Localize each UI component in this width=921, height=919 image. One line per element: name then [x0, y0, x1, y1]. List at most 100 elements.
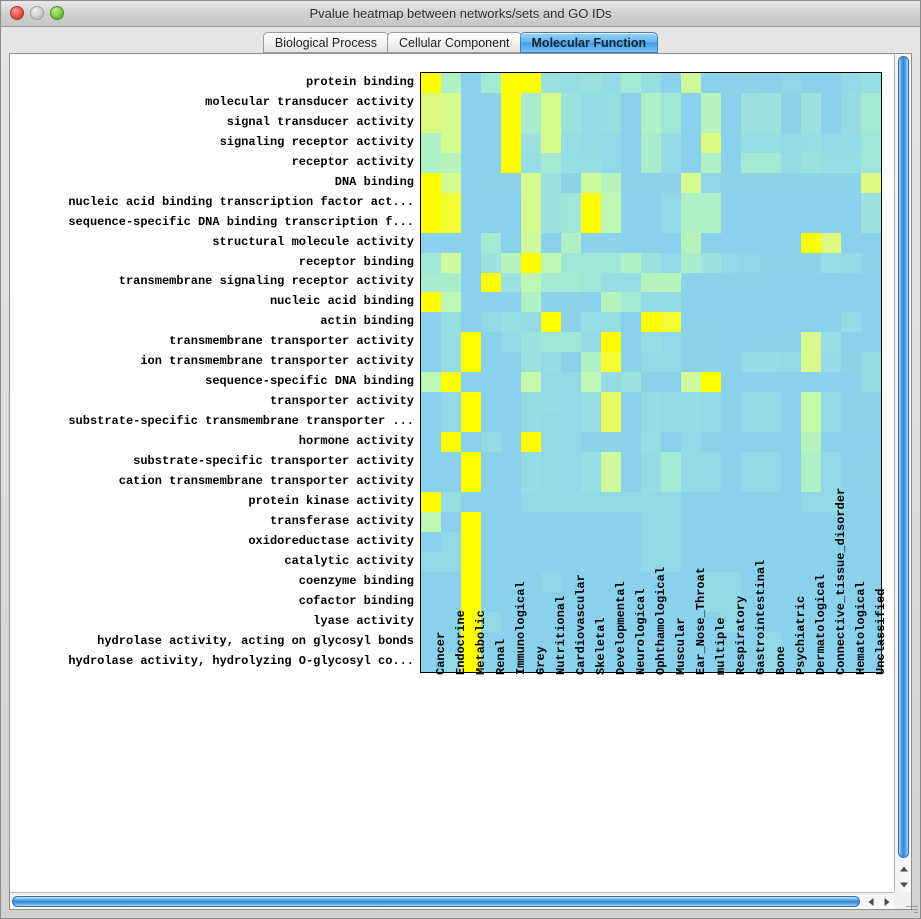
heatmap-cell[interactable] — [661, 432, 681, 453]
heatmap-cell[interactable] — [461, 392, 481, 413]
heatmap-cell[interactable] — [821, 372, 841, 393]
heatmap-cell[interactable] — [721, 112, 741, 134]
heatmap-cell[interactable] — [821, 571, 841, 593]
heatmap-cell[interactable] — [421, 432, 441, 453]
heatmap-cell[interactable] — [581, 511, 601, 533]
heatmap-cell[interactable] — [541, 172, 561, 194]
heatmap-cell[interactable] — [481, 73, 501, 94]
heatmap-cell[interactable] — [781, 511, 801, 533]
heatmap-cell[interactable] — [601, 491, 621, 513]
heatmap-cell[interactable] — [641, 292, 661, 313]
heatmap-cell[interactable] — [741, 312, 761, 333]
heatmap-cell[interactable] — [421, 611, 441, 633]
heatmap-cell[interactable] — [461, 132, 481, 154]
heatmap-cell[interactable] — [861, 292, 881, 313]
heatmap-cell[interactable] — [641, 272, 661, 294]
heatmap-cell[interactable] — [701, 432, 721, 453]
heatmap-cell[interactable] — [461, 212, 481, 234]
heatmap-cell[interactable] — [601, 591, 621, 613]
tab-cellular-component[interactable]: Cellular Component — [387, 32, 522, 53]
heatmap-cell[interactable] — [821, 332, 841, 353]
heatmap-cell[interactable] — [821, 531, 841, 553]
heatmap-cell[interactable] — [561, 332, 581, 353]
heatmap-cell[interactable] — [421, 132, 441, 154]
heatmap-cell[interactable] — [621, 232, 641, 254]
heatmap-cell[interactable] — [741, 352, 761, 373]
scroll-left-arrow-icon[interactable] — [863, 894, 878, 909]
heatmap-cell[interactable] — [601, 392, 621, 413]
heatmap-cell[interactable] — [721, 551, 741, 573]
heatmap-cell[interactable] — [621, 452, 641, 473]
heatmap-cell[interactable] — [841, 591, 861, 613]
heatmap-cell[interactable] — [861, 392, 881, 413]
heatmap-cell[interactable] — [681, 272, 701, 294]
heatmap-cell[interactable] — [481, 272, 501, 294]
heatmap-cell[interactable] — [481, 472, 501, 493]
heatmap-cell[interactable] — [521, 192, 541, 214]
heatmap-cell[interactable] — [701, 312, 721, 333]
heatmap-cell[interactable] — [661, 252, 681, 274]
heatmap-cell[interactable] — [801, 192, 821, 214]
heatmap-cell[interactable] — [461, 73, 481, 94]
heatmap-cell[interactable] — [681, 551, 701, 573]
heatmap-cell[interactable] — [581, 412, 601, 433]
heatmap-cell[interactable] — [821, 152, 841, 174]
heatmap-cell[interactable] — [561, 272, 581, 294]
heatmap-cell[interactable] — [481, 651, 501, 673]
heatmap-cell[interactable] — [621, 392, 641, 413]
heatmap-cell[interactable] — [561, 352, 581, 373]
heatmap-cell[interactable] — [721, 591, 741, 613]
heatmap-cell[interactable] — [761, 172, 781, 194]
heatmap-cell[interactable] — [561, 611, 581, 633]
heatmap-cell[interactable] — [801, 531, 821, 553]
heatmap-cell[interactable] — [581, 312, 601, 333]
heatmap-cell[interactable] — [601, 232, 621, 254]
heatmap-cell[interactable] — [481, 352, 501, 373]
heatmap-cell[interactable] — [641, 152, 661, 174]
heatmap-cell[interactable] — [861, 412, 881, 433]
heatmap-cell[interactable] — [721, 132, 741, 154]
heatmap-cell[interactable] — [621, 551, 641, 573]
heatmap-cell[interactable] — [441, 452, 461, 473]
heatmap-cell[interactable] — [781, 412, 801, 433]
heatmap-cell[interactable] — [661, 631, 681, 653]
heatmap-cell[interactable] — [801, 472, 821, 493]
heatmap-cell[interactable] — [661, 212, 681, 234]
heatmap-cell[interactable] — [701, 531, 721, 553]
heatmap-cell[interactable] — [521, 132, 541, 154]
resize-grip[interactable] — [905, 903, 918, 916]
heatmap-cell[interactable] — [661, 352, 681, 373]
heatmap-cell[interactable] — [861, 352, 881, 373]
heatmap-cell[interactable] — [501, 132, 521, 154]
heatmap-cell[interactable] — [521, 372, 541, 393]
heatmap-cell[interactable] — [701, 491, 721, 513]
heatmap-cell[interactable] — [541, 352, 561, 373]
heatmap-cell[interactable] — [501, 152, 521, 174]
heatmap-cell[interactable] — [701, 73, 721, 94]
heatmap-cell[interactable] — [761, 472, 781, 493]
heatmap-cell[interactable] — [521, 232, 541, 254]
heatmap-cell[interactable] — [561, 212, 581, 234]
heatmap-cell[interactable] — [821, 551, 841, 573]
heatmap-cell[interactable] — [861, 651, 881, 673]
heatmap-cell[interactable] — [761, 73, 781, 94]
heatmap-cell[interactable] — [441, 73, 461, 94]
heatmap-cell[interactable] — [441, 212, 461, 234]
heatmap-cell[interactable] — [581, 332, 601, 353]
heatmap-cell[interactable] — [641, 312, 661, 333]
heatmap-cell[interactable] — [601, 352, 621, 373]
heatmap-cell[interactable] — [741, 332, 761, 353]
heatmap-cell[interactable] — [781, 352, 801, 373]
heatmap-cell[interactable] — [441, 511, 461, 533]
heatmap-cell[interactable] — [721, 73, 741, 94]
heatmap-cell[interactable] — [661, 232, 681, 254]
heatmap-cell[interactable] — [841, 412, 861, 433]
heatmap-cell[interactable] — [621, 112, 641, 134]
heatmap-cell[interactable] — [681, 73, 701, 94]
heatmap-cell[interactable] — [761, 651, 781, 673]
heatmap-cell[interactable] — [781, 452, 801, 473]
heatmap-cell[interactable] — [501, 531, 521, 553]
heatmap-cell[interactable] — [541, 372, 561, 393]
heatmap-cell[interactable] — [601, 631, 621, 653]
heatmap-cell[interactable] — [721, 511, 741, 533]
